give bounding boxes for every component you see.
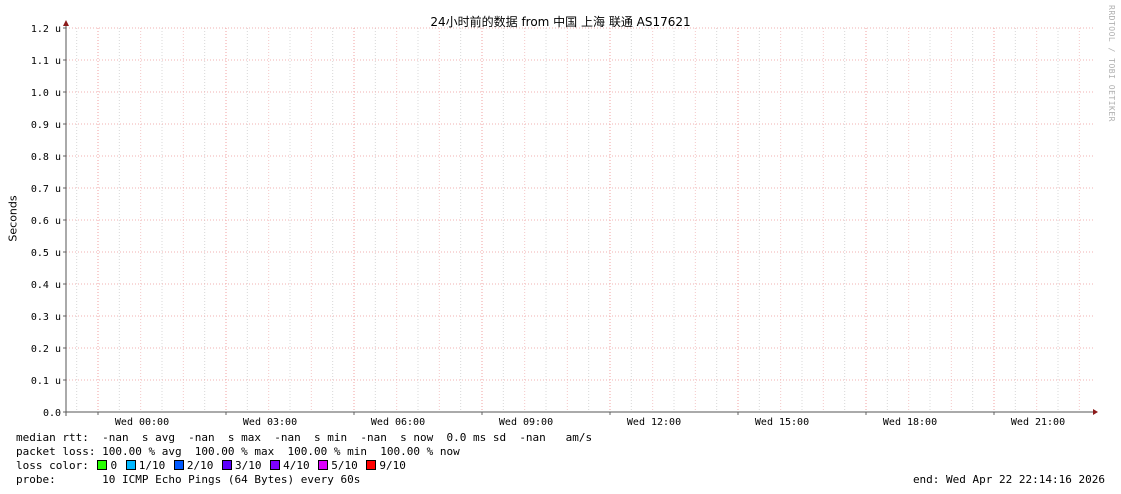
y-axis-label: Seconds [6,195,20,242]
loss-color-label: loss color: [16,459,89,472]
rrdtool-watermark: RRDTOOL / TOBI OETIKER [1107,5,1116,122]
loss-color-item: 0 [89,459,117,472]
loss-color-swatch [97,460,108,470]
y-tick-label: 1.0 u [31,88,61,99]
loss-color-swatch [366,460,377,470]
loss-color-swatch [318,460,329,470]
loss-color-item-label: 0 [110,459,118,472]
loss-color-item-label: 4/10 [283,459,310,472]
x-tick-label: Wed 12:00 [627,417,681,428]
loss-color-item: 4/10 [261,459,310,472]
probe-line: probe: 10 ICMP Echo Pings (64 Bytes) eve… [16,473,361,486]
x-tick-label: Wed 15:00 [755,417,809,428]
packet-loss-line: packet loss: 100.00 % avg 100.00 % max 1… [16,445,460,458]
end-time: end: Wed Apr 22 22:14:16 2026 [912,473,1105,486]
loss-color-swatch [270,460,281,470]
y-tick-label: 0.6 u [31,216,61,227]
loss-color-item-label: 2/10 [186,459,214,472]
y-tick-label: 0.2 u [31,344,61,355]
x-tick-label: Wed 00:00 [115,417,169,428]
loss-color-item-label: 3/10 [234,459,262,472]
y-tick-label: 0.1 u [31,376,61,387]
loss-color-legend: loss color: 0 1/10 2/10 3/10 4/10 5/10 9… [16,459,406,473]
loss-color-swatch [221,460,232,470]
y-tick-label: 0.9 u [31,120,61,131]
x-tick-label: Wed 09:00 [499,417,553,428]
y-tick-label: 0.4 u [31,280,61,291]
loss-color-swatch [173,460,184,470]
loss-color-item: 1/10 [117,459,165,472]
x-tick-label: Wed 06:00 [371,417,425,428]
x-tick-label: Wed 03:00 [243,417,297,428]
loss-color-item: 9/10 [358,459,406,472]
y-tick-label: 0.3 u [31,312,61,323]
y-tick-label: 0.0 [43,408,61,419]
loss-color-item: 3/10 [213,459,261,472]
y-tick-label: 0.8 u [31,152,61,163]
y-tick-label: 0.7 u [31,184,61,195]
y-tick-label: 0.5 u [31,248,61,259]
y-tick-label: 1.1 u [31,56,61,67]
x-axis-arrow [1093,409,1098,415]
loss-color-item: 2/10 [165,459,213,472]
chart-title: 24小时前的数据 from 中国 上海 联通 AS17621 [430,15,691,29]
median-rtt-line: median rtt: -nan s avg -nan s max -nan s… [16,431,593,444]
x-tick-label: Wed 18:00 [883,417,937,428]
y-axis-arrow [63,20,69,26]
loss-color-item-label: 5/10 [331,459,358,472]
x-tick-label: Wed 21:00 [1011,417,1065,428]
loss-color-item: 5/10 [310,459,358,472]
loss-color-swatch [125,460,136,470]
loss-color-item-label: 9/10 [379,459,406,472]
loss-color-item-label: 1/10 [138,459,166,472]
y-tick-label: 1.2 u [31,24,61,35]
